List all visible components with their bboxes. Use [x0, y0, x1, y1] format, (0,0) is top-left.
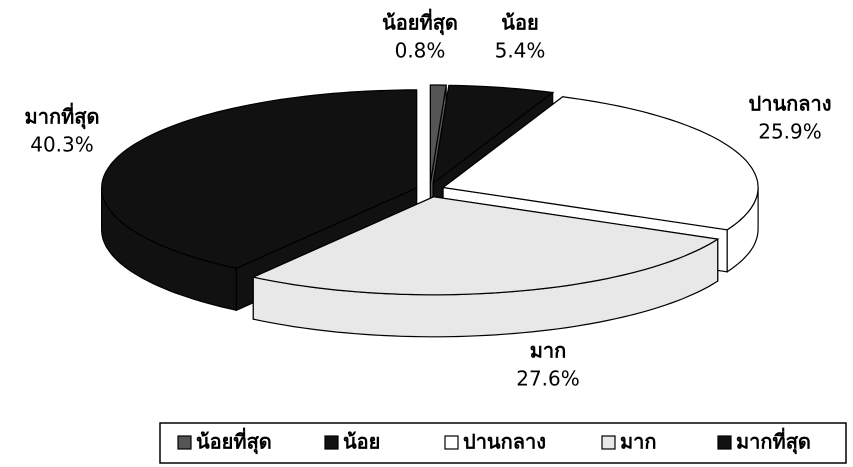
slice: [101, 89, 418, 269]
legend-box: [159, 422, 847, 464]
legend-swatch: [177, 435, 192, 450]
legend-swatch: [444, 435, 459, 450]
legend-swatch: [324, 435, 339, 450]
slice: [441, 96, 759, 231]
value-label: 0.8%: [395, 39, 446, 63]
legend-label: น้อย: [343, 430, 380, 454]
legend-label: มากที่สุด: [736, 427, 811, 455]
value-label: 40.3%: [30, 133, 94, 157]
slice-label: น้อยที่สุด: [382, 8, 458, 36]
legend-label: มาก: [620, 430, 657, 454]
legend-swatch: [601, 435, 616, 450]
slice: [251, 196, 720, 296]
slice-label: น้อย: [501, 11, 538, 35]
slice-label: มากที่สุด: [25, 102, 100, 130]
value-label: 25.9%: [758, 120, 822, 144]
value-label: 5.4%: [495, 39, 546, 63]
legend-label: น้อยที่สุด: [196, 427, 272, 455]
legend-label: ปานกลาง: [463, 430, 546, 454]
slice: [432, 84, 555, 185]
legend-swatch: [717, 435, 732, 450]
value-label: 27.6%: [516, 367, 580, 391]
slice-label: ปานกลาง: [749, 92, 832, 116]
slice: [429, 84, 447, 184]
slice-label: มาก: [530, 339, 567, 363]
